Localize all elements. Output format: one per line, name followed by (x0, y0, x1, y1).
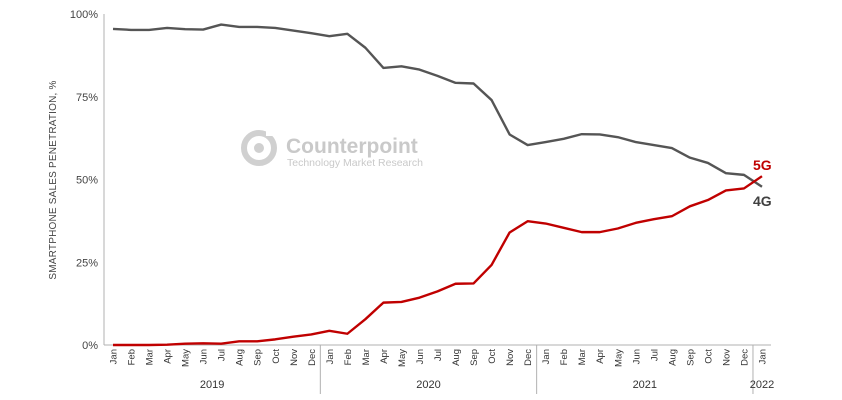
y-tick-label: 25% (76, 257, 98, 269)
x-tick-label: Apr (379, 349, 390, 364)
x-tick-label: Nov (721, 349, 732, 366)
watermark-title: Counterpoint (286, 135, 418, 158)
x-tick-label: Sep (685, 349, 696, 366)
year-label: 2020 (416, 379, 440, 391)
series-line-5g (113, 175, 763, 347)
x-tick-label: Jun (199, 349, 210, 364)
x-tick-label: Jun (415, 349, 426, 364)
x-tick-label: Nov (505, 349, 516, 366)
x-tick-label: Jul (217, 349, 228, 361)
year-label: 2019 (200, 379, 224, 391)
x-tick-label: Feb (343, 349, 354, 365)
x-tick-label: Feb (127, 349, 138, 365)
year-label: 2021 (633, 379, 657, 391)
x-tick-label: Sep (469, 349, 480, 366)
x-tick-label: Oct (703, 349, 714, 364)
x-tick-label: Jun (631, 349, 642, 364)
series-label-5g: 5G (753, 157, 772, 173)
x-tick-label: Aug (451, 349, 462, 366)
x-tick-label: Feb (559, 349, 570, 365)
x-tick-label: May (613, 349, 624, 367)
x-tick-label: Dec (523, 349, 534, 366)
counterpoint-watermark: Counterpoint Technology Market Research (241, 126, 423, 169)
x-tick-label: Jan (541, 349, 552, 364)
x-tick-label: Mar (361, 349, 372, 365)
x-tick-labels: Jan Feb Mar Apr May Jun Jul Aug Sep Oct Nov Dec Jan F… (109, 349, 769, 367)
x-tick-label: Oct (271, 349, 282, 364)
x-tick-label: May (397, 349, 408, 367)
x-tick-label: Mar (577, 349, 588, 365)
y-axis: 0% 25% 50% 75% 100% (70, 9, 105, 352)
year-label: 2022 (750, 379, 774, 391)
x-tick-label: Aug (235, 349, 246, 366)
year-labels: 2019 2020 2021 2022 (200, 345, 774, 394)
x-tick-label: Aug (667, 349, 678, 366)
series-layer (112, 23, 763, 347)
y-tick-label: 75% (76, 92, 98, 104)
x-tick-label: Jan (757, 349, 768, 364)
counterpoint-logo-icon (241, 126, 277, 166)
y-tick-label: 50% (76, 175, 98, 187)
y-tick-label: 0% (82, 340, 98, 352)
x-tick-label: May (181, 349, 192, 367)
x-tick-label: Mar (145, 349, 156, 365)
x-tick-label: Jul (433, 349, 444, 361)
series-label-4g: 4G (753, 193, 772, 209)
x-tick-label: Dec (307, 349, 318, 366)
x-tick-label: Dec (739, 349, 750, 366)
x-tick-label: Jan (109, 349, 120, 364)
x-tick-label: Jul (649, 349, 660, 361)
y-axis-label: SMARTPHONE SALES PENETRATION, % (48, 80, 59, 279)
x-tick-label: Sep (253, 349, 264, 366)
watermark-tagline: Technology Market Research (287, 157, 423, 169)
y-tick-label: 100% (70, 9, 98, 21)
x-tick-label: Apr (163, 349, 174, 364)
x-tick-label: Apr (595, 349, 606, 364)
x-tick-label: Oct (487, 349, 498, 364)
series-line-4g (112, 23, 763, 188)
x-tick-label: Jan (325, 349, 336, 364)
x-tick-label: Nov (289, 349, 300, 366)
